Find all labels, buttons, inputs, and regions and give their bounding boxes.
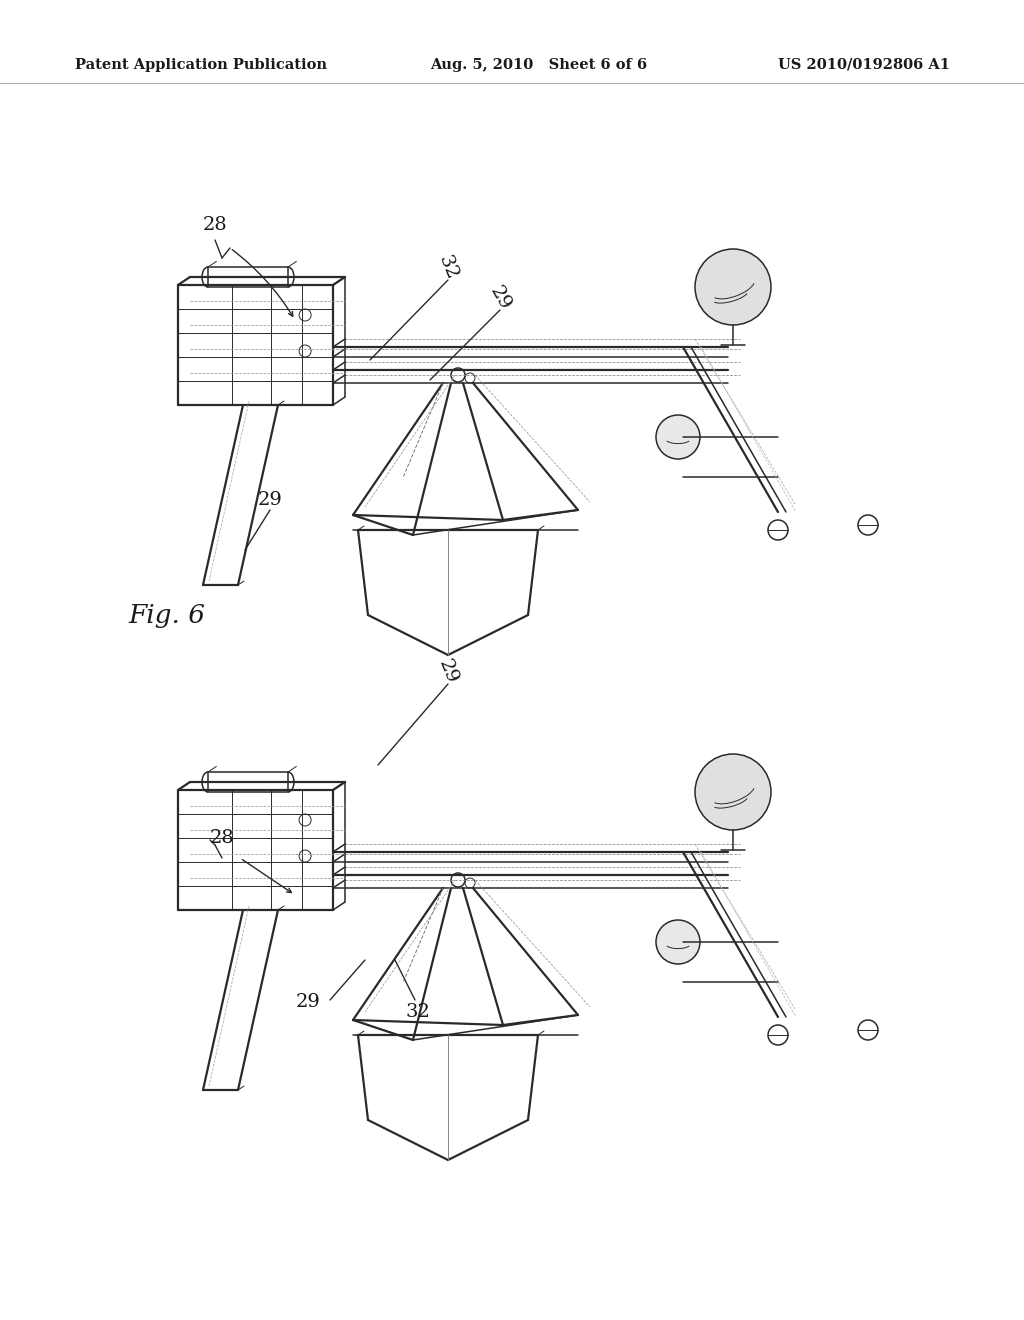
Text: 29: 29 xyxy=(435,657,461,686)
Text: Fig. 6: Fig. 6 xyxy=(128,602,205,627)
Circle shape xyxy=(695,754,771,830)
Text: 29: 29 xyxy=(486,282,514,313)
Text: US 2010/0192806 A1: US 2010/0192806 A1 xyxy=(778,58,950,73)
Text: Patent Application Publication: Patent Application Publication xyxy=(75,58,327,73)
Circle shape xyxy=(656,414,700,459)
Text: 29: 29 xyxy=(258,491,283,510)
Text: 32: 32 xyxy=(406,1003,430,1020)
Circle shape xyxy=(656,920,700,964)
Text: 28: 28 xyxy=(210,829,234,847)
Text: 29: 29 xyxy=(296,993,321,1011)
Text: 32: 32 xyxy=(435,253,461,282)
Text: Aug. 5, 2010   Sheet 6 of 6: Aug. 5, 2010 Sheet 6 of 6 xyxy=(430,58,647,73)
Circle shape xyxy=(695,249,771,325)
Text: 28: 28 xyxy=(203,216,227,234)
